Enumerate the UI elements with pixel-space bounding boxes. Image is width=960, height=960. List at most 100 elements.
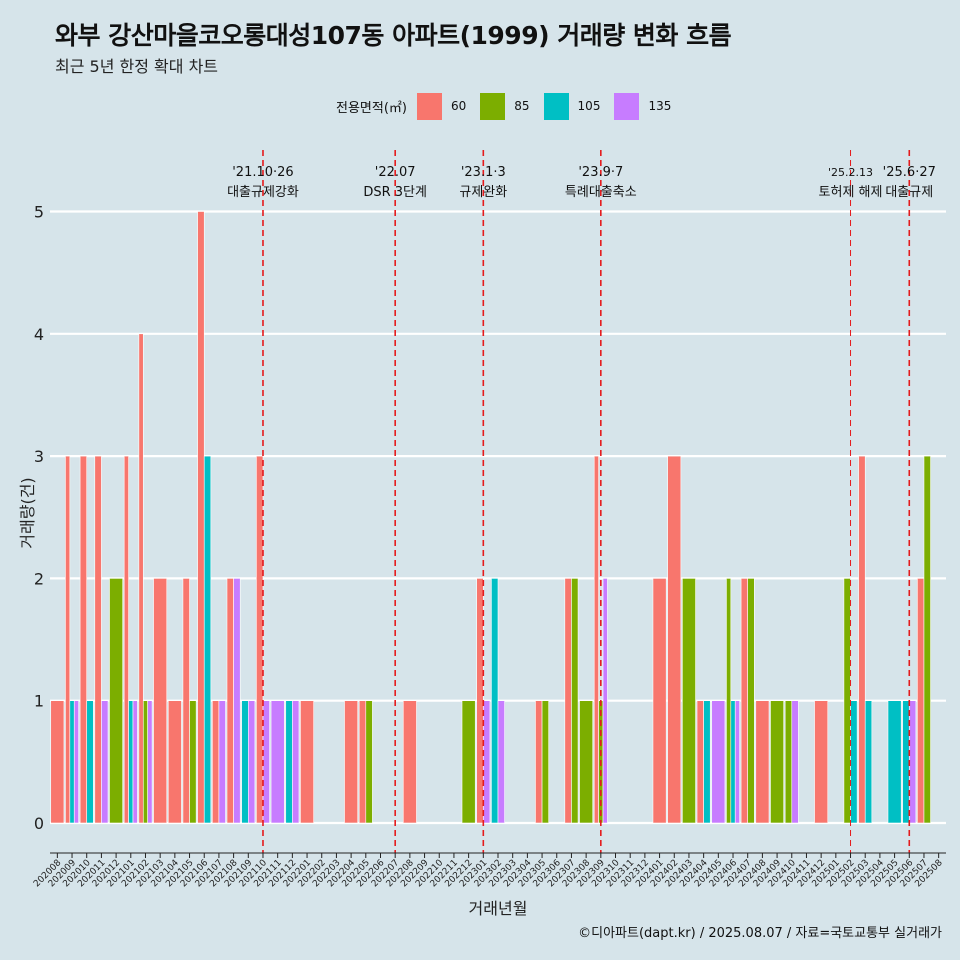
legend-item-60: 60: [416, 92, 466, 120]
bar-60-202107: [212, 700, 220, 824]
bar-135-202109: [247, 700, 256, 824]
legend-swatch-135: [614, 92, 640, 120]
bar-85-202212: [461, 700, 476, 824]
bar-60-202307: [564, 578, 572, 824]
bar-60-202309: [593, 455, 599, 824]
annotation-label: 특례대출축소: [565, 185, 637, 200]
bar-105-202302: [491, 578, 499, 824]
annotation-date: '21.10·26: [232, 165, 293, 180]
annotation-label: 대출규제강화: [227, 185, 299, 200]
x-axis: 2020082020092020102020112020122021012021…: [32, 852, 946, 889]
legend-item-135: 135: [614, 92, 672, 120]
annotation-date: '25.6·27: [883, 165, 936, 180]
bar-60-202503: [858, 455, 866, 824]
chart-title: 와부 강산마을코오롱대성107동 아파트(1999) 거래량 변화 흐름: [55, 21, 732, 50]
bar-85-202407: [747, 578, 755, 824]
bar-85-202308: [579, 700, 594, 824]
bar-60-202301: [476, 578, 484, 824]
bar-85-202406: [726, 578, 732, 824]
bar-60-202011: [94, 455, 102, 824]
bar-60-202404: [696, 700, 704, 824]
bar-85-202012: [109, 578, 124, 824]
legend-label-135: 135: [648, 99, 672, 113]
bar-135-202405: [711, 700, 726, 824]
bar-135-202011: [101, 700, 109, 824]
legend-title: 전용면적(㎡): [336, 100, 407, 116]
legend-label-105: 105: [577, 99, 601, 113]
bar-60-202412: [814, 700, 829, 824]
legend-swatch-105: [543, 92, 569, 120]
bar-60-202305: [535, 700, 543, 824]
annotation-labels: '21.10·26 대출규제강화 '22.07 DSR 3단계 '23.1·3 규제완화 '…: [227, 165, 936, 200]
bar-135-202101: [132, 700, 138, 824]
bar-85-202205: [365, 700, 373, 824]
bar-105-202503: [864, 700, 873, 824]
annotation-date: '23.9·7: [578, 165, 623, 180]
legend: 전용면적(㎡) 60 85 105 135: [336, 92, 685, 120]
legend-swatch-85: [480, 92, 506, 120]
bars: [50, 211, 931, 824]
legend-swatch-60: [416, 92, 442, 120]
bar-60-202102: [138, 333, 144, 824]
bar-85-202403: [682, 578, 696, 824]
bar-60-202507: [917, 578, 925, 824]
annotation-date: '25.2.13: [828, 166, 873, 179]
bar-85-202105: [189, 700, 197, 824]
bar-60-202402: [667, 455, 682, 824]
bar-85-202409: [770, 700, 784, 824]
bar-85-202502: [843, 578, 851, 824]
bar-60-202408: [755, 700, 770, 824]
bar-60-202401: [652, 578, 667, 824]
bar-60-202208: [402, 700, 417, 824]
bar-60-202010: [79, 455, 88, 824]
y-tick-label: 5: [34, 203, 44, 222]
y-axis-title: 거래량(건): [18, 477, 37, 548]
y-tick-label: 3: [34, 447, 44, 466]
x-axis-title: 거래년월: [469, 899, 528, 918]
bar-60-202110: [256, 455, 264, 824]
annotation-date: '23.1·3: [461, 165, 506, 180]
bar-135-202112: [292, 700, 300, 824]
bar-85-202507: [923, 455, 931, 824]
bar-105-202101: [128, 700, 134, 824]
bar-135-202108: [233, 578, 241, 824]
legend-label-85: 85: [514, 99, 530, 113]
bar-60-202008: [50, 700, 65, 824]
annotation-label: 규제완화: [459, 185, 507, 200]
y-tick-label: 2: [34, 569, 44, 588]
bar-135-202107: [218, 700, 226, 824]
bar-105-202009: [69, 700, 75, 824]
bar-85-202102: [142, 700, 148, 824]
annotation-label: 토허제 해제: [819, 185, 883, 200]
bar-105-202502: [850, 700, 858, 824]
bar-60-202104: [167, 700, 182, 824]
bar-85-202305: [541, 700, 549, 824]
bar-135-202506: [908, 700, 917, 824]
bar-60-202407: [740, 578, 749, 824]
bar-105-202112: [285, 700, 293, 824]
bar-135-202102: [147, 700, 153, 824]
bar-135-202111: [270, 700, 285, 824]
bar-60-202106: [197, 211, 205, 824]
annotation-lines: [262, 150, 911, 853]
legend-item-85: 85: [480, 92, 530, 120]
annotation-date: '22.07: [375, 165, 416, 180]
source-caption: ©디아파트(dapt.kr) / 2025.08.07 / 자료=국토교통부 실…: [578, 926, 942, 941]
bar-105-202010: [86, 700, 94, 824]
bar-135-202009: [73, 700, 79, 824]
bar-135-202406: [734, 700, 740, 824]
bar-60-202101: [123, 455, 129, 824]
bar-135-202110: [262, 700, 270, 824]
bar-135-202309: [602, 578, 608, 824]
bar-85-202307: [571, 578, 579, 824]
y-tick-label: 0: [34, 814, 44, 833]
bar-60-202204: [344, 700, 359, 824]
bar-85-202410: [784, 700, 793, 824]
legend-item-105: 105: [543, 92, 601, 120]
y-axis: 0 1 2 3 4 5: [34, 203, 44, 834]
y-tick-label: 4: [34, 325, 44, 344]
chart-subtitle: 최근 5년 한정 확대 차트: [55, 57, 219, 76]
y-tick-label: 1: [34, 692, 44, 711]
bar-105-202505: [887, 700, 902, 824]
bar-135-202301: [483, 700, 491, 824]
